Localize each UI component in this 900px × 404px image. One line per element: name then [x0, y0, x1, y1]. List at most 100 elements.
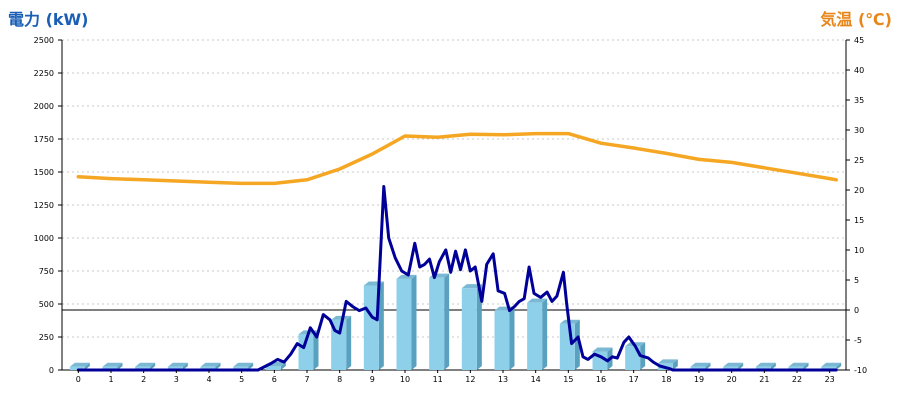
bar — [167, 366, 183, 370]
bar-side — [803, 362, 809, 370]
x-tick-label: 15 — [563, 375, 573, 384]
bar-top — [788, 362, 809, 367]
bar-top — [592, 347, 613, 352]
x-tick-label: 20 — [727, 375, 737, 384]
right-tick-label: 30 — [854, 126, 864, 135]
bar-side — [84, 362, 90, 370]
x-tick-label: 9 — [370, 375, 375, 384]
bar-side — [836, 362, 842, 370]
bar-top — [396, 274, 417, 279]
x-tick-label: 21 — [759, 375, 769, 384]
bar-side — [150, 362, 156, 370]
bar-side — [411, 274, 417, 370]
bar — [200, 366, 216, 370]
left-tick-label: 250 — [39, 333, 54, 342]
right-tick-label: 15 — [854, 216, 864, 225]
bar-side — [738, 362, 744, 370]
right-tick-label: 35 — [854, 96, 864, 105]
bar — [788, 366, 804, 370]
bar-top — [690, 362, 711, 367]
bar-top — [233, 362, 254, 367]
left-axis-title: 電力 (kW) — [8, 10, 89, 29]
bar — [494, 310, 510, 370]
bar-side — [705, 362, 711, 370]
right-tick-label: 0 — [854, 306, 859, 315]
bar — [625, 346, 641, 370]
x-tick-label: 5 — [239, 375, 244, 384]
right-tick-label: -10 — [854, 366, 867, 375]
right-tick-label: 10 — [854, 246, 864, 255]
left-tick-label: 2500 — [34, 36, 54, 45]
bar — [429, 277, 445, 370]
left-tick-label: 0 — [49, 366, 54, 375]
right-axis-title: 気温 (℃) — [820, 10, 892, 29]
x-tick-label: 19 — [694, 375, 704, 384]
bar-top — [657, 359, 678, 364]
x-tick-label: 11 — [433, 375, 443, 384]
left-tick-label: 1500 — [34, 168, 54, 177]
bar-side — [476, 284, 482, 370]
x-tick-label: 16 — [596, 375, 606, 384]
x-tick-label: 18 — [661, 375, 671, 384]
bar — [265, 366, 281, 370]
bar — [69, 366, 85, 370]
bar-side — [378, 281, 384, 370]
right-tick-label: 25 — [854, 156, 864, 165]
bar-side — [444, 273, 450, 370]
right-tick-label: -5 — [854, 336, 862, 345]
x-tick-label: 17 — [629, 375, 639, 384]
bar-top — [821, 362, 842, 367]
bar — [821, 366, 837, 370]
x-tick-label: 13 — [498, 375, 508, 384]
bar-top — [755, 362, 776, 367]
right-tick-label: 5 — [854, 276, 859, 285]
left-tick-label: 2250 — [34, 69, 54, 78]
bar-side — [542, 298, 548, 370]
x-tick-label: 22 — [792, 375, 802, 384]
left-tick-label: 1000 — [34, 234, 54, 243]
left-tick-label: 1750 — [34, 135, 54, 144]
bar — [723, 366, 739, 370]
bar-top — [69, 362, 90, 367]
bar — [135, 366, 151, 370]
temperature-line — [76, 131, 838, 186]
bar-side — [574, 319, 580, 370]
x-tick-label: 7 — [304, 375, 309, 384]
bar-top — [167, 362, 188, 367]
x-tick-label: 14 — [531, 375, 541, 384]
x-tick-label: 12 — [465, 375, 475, 384]
power-line — [76, 185, 838, 372]
bar-side — [248, 362, 254, 370]
bar-side — [346, 315, 352, 370]
x-tick-label: 0 — [76, 375, 81, 384]
x-tick-label: 10 — [400, 375, 410, 384]
bar-side — [770, 362, 776, 370]
bar-side — [117, 362, 123, 370]
left-tick-label: 2000 — [34, 102, 54, 111]
bar-top — [135, 362, 156, 367]
bar — [559, 323, 575, 370]
bar — [755, 366, 771, 370]
bar-side — [672, 359, 678, 370]
right-tick-label: 45 — [854, 36, 864, 45]
bar — [461, 288, 477, 370]
bar — [331, 319, 347, 370]
x-tick-label: 8 — [337, 375, 342, 384]
bar-top — [331, 315, 352, 320]
bar-side — [182, 362, 188, 370]
bar-side — [215, 362, 221, 370]
bar — [298, 334, 314, 370]
bar — [363, 285, 379, 370]
x-tick-label: 4 — [206, 375, 211, 384]
right-tick-label: 40 — [854, 66, 864, 75]
bar — [233, 366, 249, 370]
bar-top — [200, 362, 221, 367]
left-tick-label: 1250 — [34, 201, 54, 210]
bar — [396, 278, 412, 370]
x-tick-label: 6 — [272, 375, 277, 384]
bar — [102, 366, 118, 370]
left-tick-label: 750 — [39, 267, 54, 276]
bar-side — [280, 362, 286, 370]
